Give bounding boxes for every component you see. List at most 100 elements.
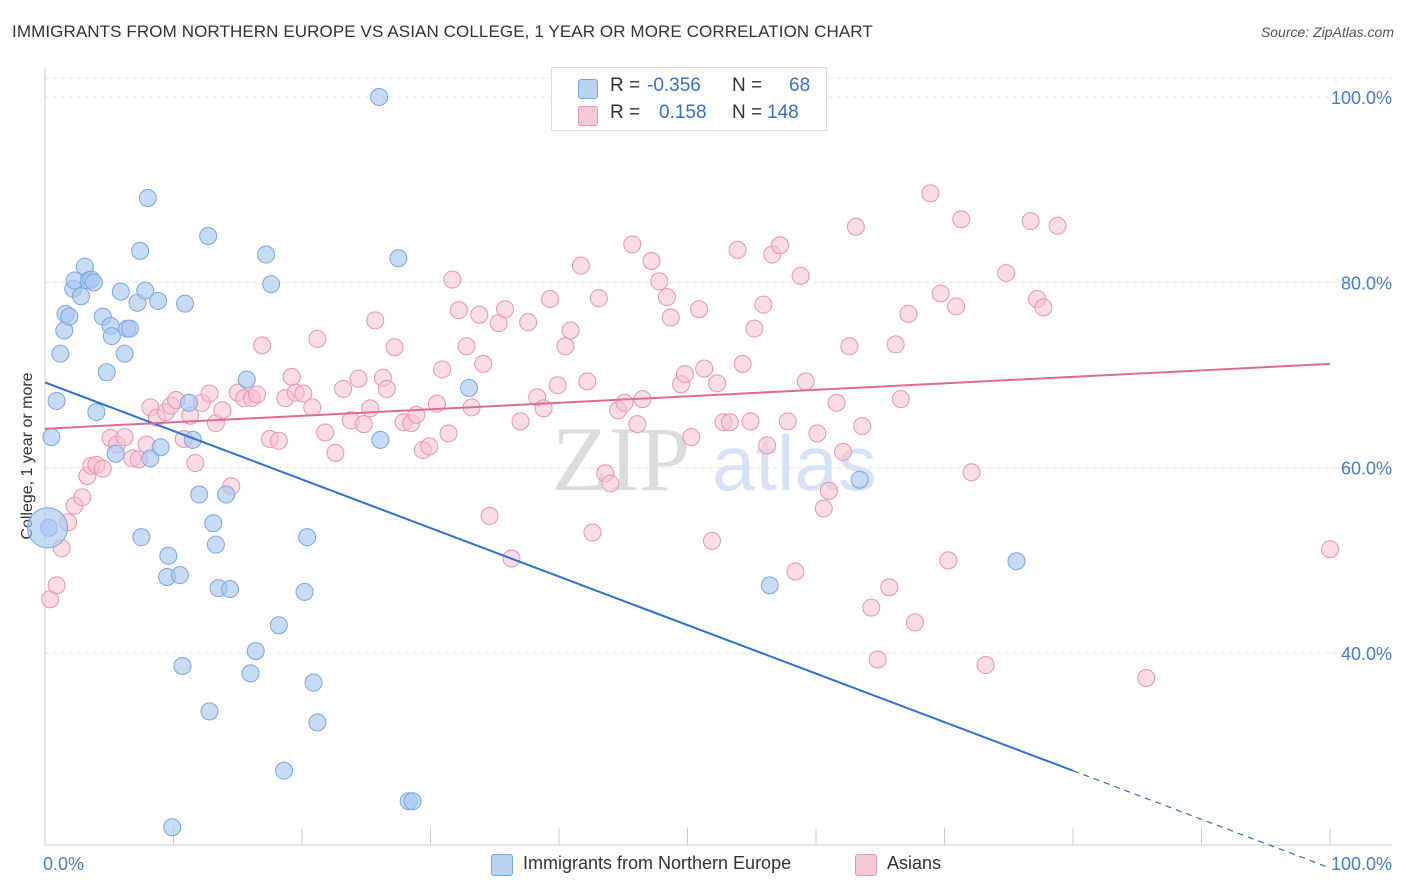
asians-point	[377, 379, 396, 398]
correlation-legend: R = -0.356 N = 68 R = 0.158 N = 148	[551, 67, 827, 131]
northern-europe-point	[275, 761, 294, 780]
northern-europe-point	[102, 327, 121, 346]
asians-point	[754, 295, 773, 314]
asians-point	[808, 424, 827, 443]
series-swatch-pink	[855, 854, 877, 876]
northern-europe-point	[111, 282, 130, 301]
northern-europe-point	[71, 287, 90, 306]
watermark: ZIP atlas	[552, 408, 877, 510]
legend-swatch-pink	[578, 106, 598, 126]
asians-point	[708, 374, 727, 393]
asians-point	[248, 385, 267, 404]
asians-point	[952, 210, 971, 229]
northern-europe-point	[204, 514, 223, 533]
asians-point	[628, 415, 647, 434]
northern-europe-point	[760, 576, 779, 595]
asians-point	[385, 338, 404, 357]
asians-point	[1021, 212, 1040, 231]
y-tick-label: 100.0%	[1331, 88, 1392, 108]
asians-point	[921, 184, 940, 203]
asians-point	[589, 289, 608, 308]
asians-point	[657, 288, 676, 307]
asians-point	[853, 416, 872, 435]
asians-point	[115, 428, 134, 447]
asians-point	[661, 308, 680, 327]
asians-point	[650, 272, 669, 291]
asians-point	[862, 598, 881, 617]
watermark-zip: ZIP	[552, 408, 690, 510]
asians-point	[758, 436, 777, 455]
asians-point	[349, 369, 368, 388]
source-label: Source: ZipAtlas.com	[1260, 24, 1394, 40]
asians-point	[786, 562, 805, 581]
y-tick-label: 60.0%	[1341, 459, 1392, 479]
series-label-northern-europe: Immigrants from Northern Europe	[523, 853, 792, 873]
asians-point	[571, 256, 590, 275]
northern-europe-point	[246, 642, 265, 661]
asians-point	[316, 423, 335, 442]
northern-europe-point	[42, 428, 61, 447]
northern-europe-trend-extension	[1072, 770, 1331, 869]
northern-europe-point	[221, 580, 240, 599]
northern-europe-point	[141, 449, 160, 468]
x-tick-label: 0.0%	[43, 854, 84, 874]
northern-europe-point	[257, 245, 276, 264]
asians-point	[886, 335, 905, 354]
northern-europe-point	[403, 792, 422, 811]
asians-point	[947, 297, 966, 316]
legend-r-value: 0.158	[659, 102, 707, 123]
legend-n-value: 68	[789, 75, 811, 96]
asians-point	[702, 531, 721, 550]
northern-europe-point	[269, 616, 288, 635]
series-legend-item-northern-europe[interactable]: Immigrants from Northern Europe	[491, 852, 831, 876]
asians-trend-line	[44, 362, 1331, 430]
asians-point	[939, 551, 958, 570]
asians-point	[976, 656, 995, 675]
northern-europe-point	[87, 403, 106, 422]
asians-point	[186, 454, 205, 473]
northern-europe-point	[159, 546, 178, 565]
asians-point	[282, 367, 301, 386]
asians-point	[439, 424, 458, 443]
asians-point	[433, 360, 452, 379]
asians-point	[47, 576, 66, 595]
asians-point	[93, 459, 112, 478]
northern-europe-point	[237, 370, 256, 389]
x-tick-label: 100.0%	[1331, 854, 1392, 874]
northern-europe-trend-line	[44, 381, 1074, 772]
asians-point	[868, 650, 887, 669]
asians-point	[997, 264, 1016, 283]
asians-point	[326, 443, 345, 462]
legend-n-value: 148	[767, 102, 799, 123]
asians-point	[778, 412, 797, 431]
asians-point	[733, 354, 752, 373]
asians-point	[741, 412, 760, 431]
watermark-atlas: atlas	[712, 419, 877, 507]
northern-europe-point	[179, 393, 198, 412]
northern-europe-point	[115, 344, 134, 363]
northern-europe-point	[51, 344, 70, 363]
asians-point	[578, 372, 597, 391]
northern-europe-point	[389, 249, 408, 268]
asians-point	[1048, 216, 1067, 235]
y-tick-label: 80.0%	[1341, 273, 1392, 293]
northern-europe-point	[1007, 552, 1026, 571]
asians-point	[496, 300, 515, 319]
asians-point	[642, 252, 661, 271]
legend-swatch-blue	[578, 79, 598, 99]
trend-lines	[44, 362, 1331, 869]
asians-point	[891, 390, 910, 409]
series-swatch-blue	[491, 854, 513, 876]
northern-europe-point	[217, 485, 236, 504]
asians-point	[457, 337, 476, 356]
asians-point	[601, 474, 620, 493]
northern-europe-point	[106, 444, 125, 463]
asians-points	[41, 184, 1339, 688]
legend-r-label: R =	[610, 75, 641, 96]
asians-point	[931, 284, 950, 303]
series-legend-item-asians[interactable]: Asians	[855, 852, 965, 876]
northern-europe-point	[304, 673, 323, 692]
northern-europe-point	[295, 582, 314, 601]
asians-point	[796, 372, 815, 391]
